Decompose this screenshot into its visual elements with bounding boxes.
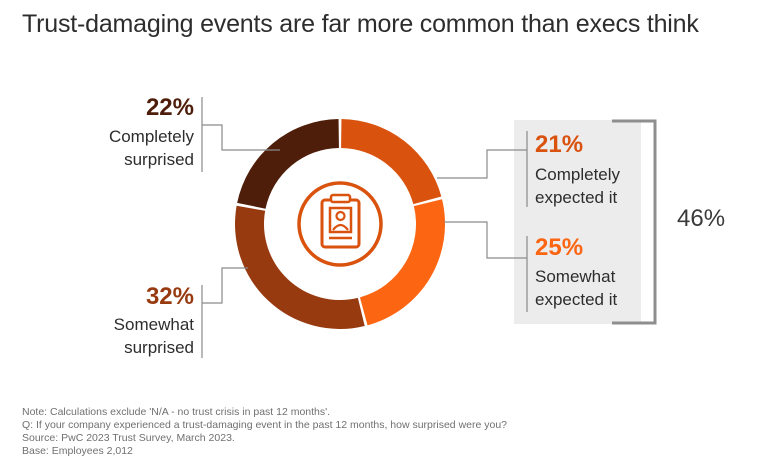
chart-title: Trust-damaging events are far more commo… xyxy=(22,10,699,38)
group-bracket xyxy=(612,119,657,325)
group-total-label: 46% xyxy=(677,205,726,232)
label-somewhat-expected-line1: Somewhat xyxy=(535,267,616,286)
label-somewhat-surprised-line2: surprised xyxy=(124,338,194,357)
label-somewhat-surprised-line1: Somewhat xyxy=(113,315,194,334)
leader-line-somewhat-expected xyxy=(444,221,527,259)
footnote-note: Note: Calculations exclude 'N/A - no tru… xyxy=(22,406,331,418)
footnote-question: Q: If your company experienced a trust-d… xyxy=(22,419,508,431)
label-completely-expected-line1: Completely xyxy=(535,165,621,184)
label-somewhat-expected-line2: expected it xyxy=(535,290,618,309)
label-completely-expected-line2: expected it xyxy=(535,188,618,207)
slice-somewhat-expected xyxy=(359,199,446,326)
pct-completely-expected: 21% xyxy=(535,131,584,158)
pct-somewhat-expected: 25% xyxy=(535,234,584,261)
pct-completely-surprised: 22% xyxy=(145,94,194,121)
slice-completely-surprised xyxy=(237,119,339,209)
id-badge-icon xyxy=(297,181,383,267)
label-completely-surprised-line1: Completely xyxy=(108,127,194,146)
slice-somewhat-surprised xyxy=(234,205,365,329)
label-completely-surprised-line2: surprised xyxy=(124,150,194,169)
footnote-source: Source: PwC 2023 Trust Survey, March 202… xyxy=(22,432,235,444)
slice-completely-expected xyxy=(341,119,442,205)
donut-slices xyxy=(234,119,446,329)
footnotes: Note: Calculations exclude 'N/A - no tru… xyxy=(22,406,507,458)
leader-line-completely-surprised xyxy=(202,124,280,151)
expected-highlight-box xyxy=(514,120,641,324)
leader-line-completely-expected xyxy=(437,149,527,179)
pct-somewhat-surprised: 32% xyxy=(145,283,194,310)
footnote-base: Base: Employees 2,012 xyxy=(22,445,133,457)
leader-line-somewhat-surprised xyxy=(202,267,248,304)
